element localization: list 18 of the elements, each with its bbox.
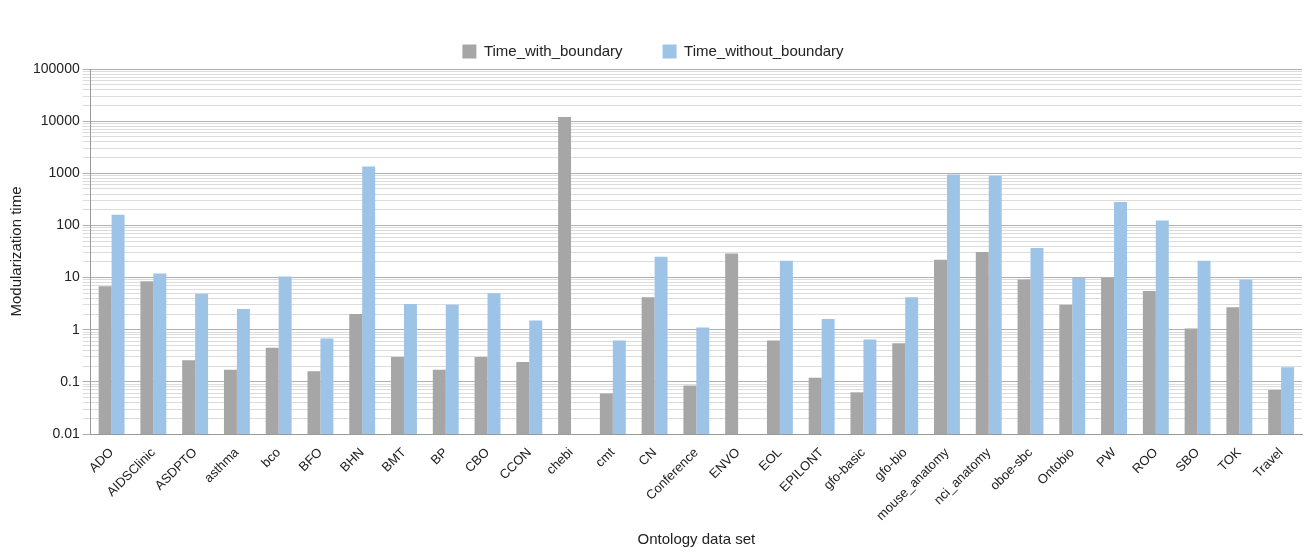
x-tick-label: BP	[427, 444, 451, 468]
y-tick-label: 1000	[48, 164, 80, 181]
x-tick-label: PW	[1093, 444, 1120, 470]
y-tick-label: 100000	[33, 59, 80, 76]
y-tick-label: 10	[64, 268, 80, 285]
x-tick-label: TOK	[1214, 444, 1245, 474]
y-tick-label: 0.01	[52, 424, 80, 441]
x-axis-title: Ontology data set	[637, 530, 756, 548]
x-tick-label: bco	[257, 444, 284, 470]
legend-label: Time_with_boundary	[483, 41, 624, 59]
legend-label: Time_without_boundary	[684, 41, 845, 59]
y-tick-label: 0.1	[60, 372, 80, 389]
x-tick-label: BFO	[295, 444, 326, 475]
y-tick-label: 1	[71, 320, 80, 337]
y-tick-label: 10000	[40, 112, 80, 128]
y-tick-label: 100	[56, 216, 80, 233]
y-axis-title: Modularization time	[7, 186, 25, 317]
x-tick-label: cmt	[592, 444, 618, 470]
